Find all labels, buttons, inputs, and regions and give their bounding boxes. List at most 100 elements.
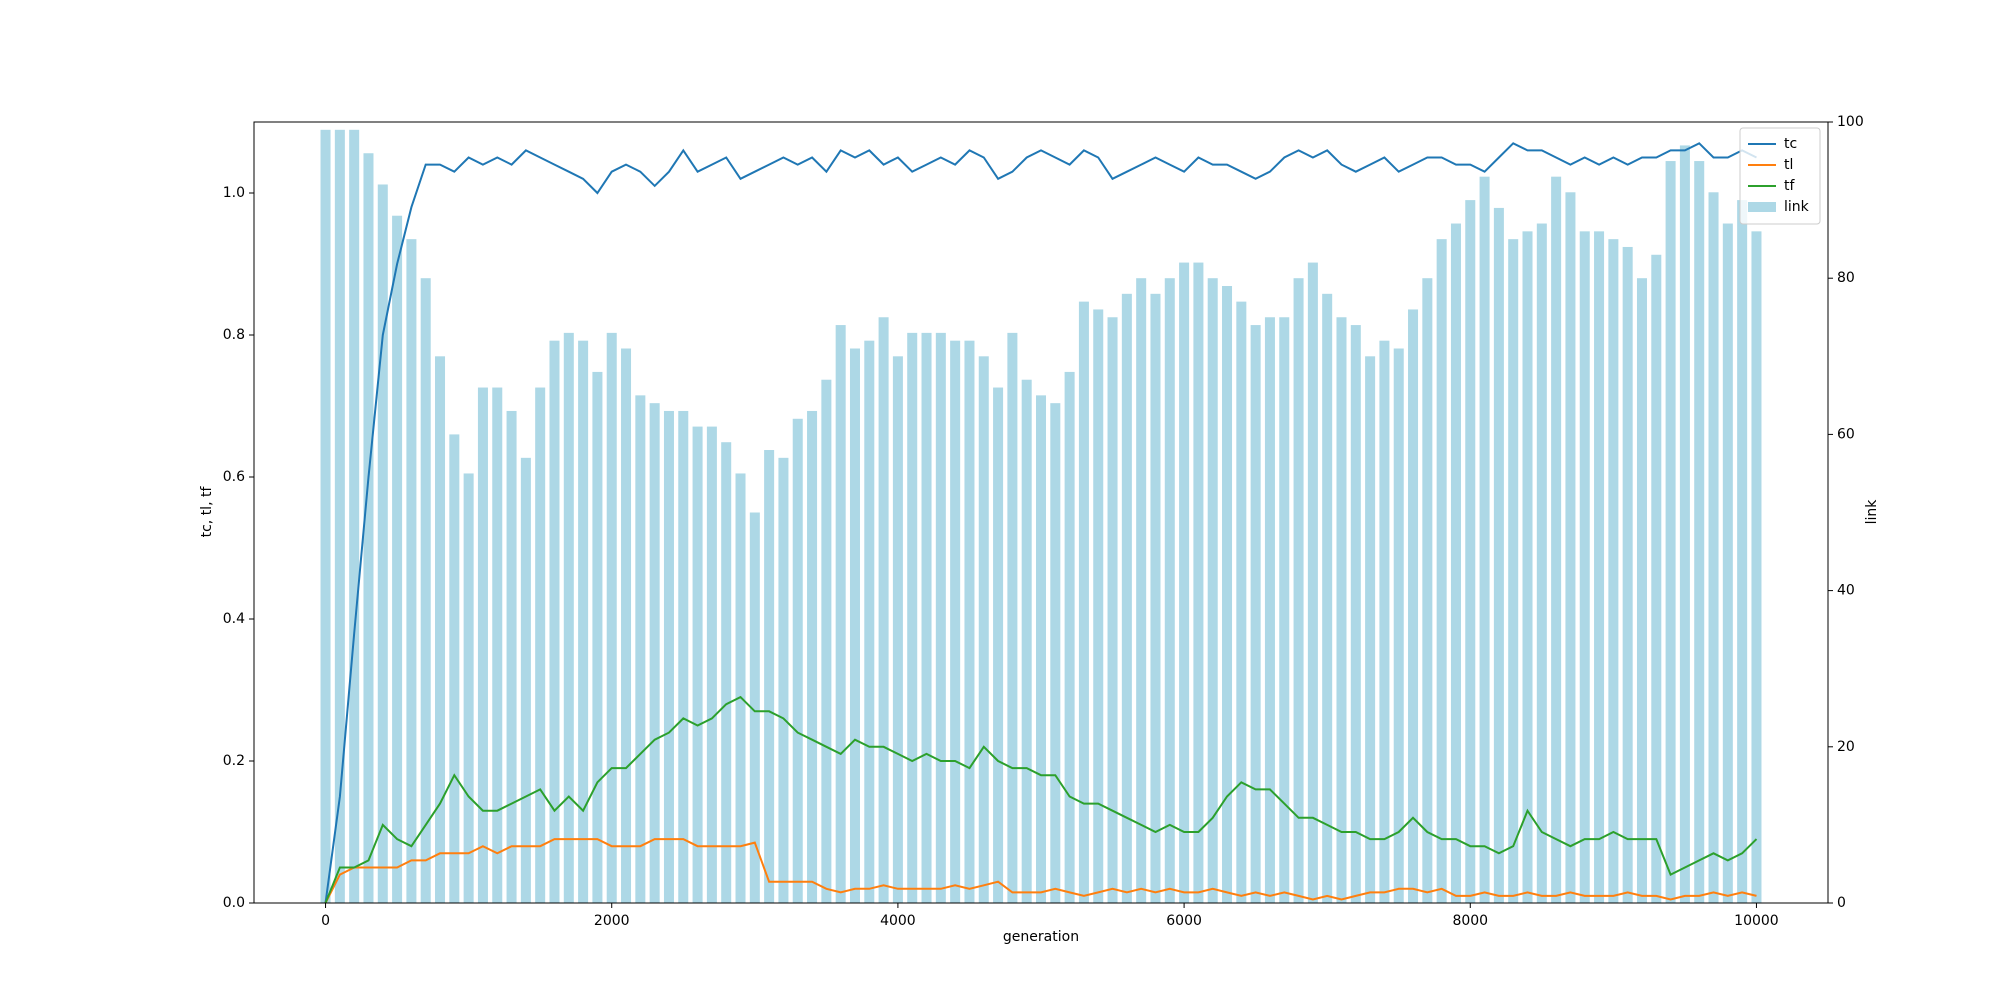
bar bbox=[377, 184, 388, 904]
bar bbox=[1665, 161, 1676, 904]
bar bbox=[1350, 325, 1361, 903]
bar bbox=[1007, 332, 1018, 903]
bar bbox=[563, 332, 574, 903]
bar bbox=[749, 512, 760, 903]
bar bbox=[1594, 231, 1605, 904]
bar bbox=[835, 325, 846, 903]
y-tick-label: 0.8 bbox=[223, 327, 245, 343]
bar bbox=[1737, 200, 1748, 904]
bar bbox=[1608, 239, 1619, 903]
bar bbox=[663, 410, 674, 903]
bar bbox=[964, 340, 975, 903]
bar bbox=[635, 395, 646, 903]
y-tick-label: 0.4 bbox=[223, 611, 245, 627]
x-tick-label: 2000 bbox=[594, 913, 630, 929]
y-tick-label: 0.6 bbox=[223, 469, 245, 485]
bar bbox=[1679, 145, 1690, 903]
bar bbox=[849, 348, 860, 903]
y2-tick-label: 40 bbox=[1837, 583, 1855, 599]
bar bbox=[420, 278, 431, 903]
bar bbox=[1150, 293, 1161, 903]
bar bbox=[649, 403, 660, 903]
bar bbox=[1107, 317, 1118, 903]
bar bbox=[334, 129, 345, 903]
bar bbox=[578, 340, 589, 903]
bar bbox=[1293, 278, 1304, 903]
bar bbox=[1722, 223, 1733, 903]
bar bbox=[735, 473, 746, 903]
bar bbox=[1493, 207, 1504, 903]
bar bbox=[1179, 262, 1190, 904]
plot-frame bbox=[253, 121, 1829, 904]
legend-box bbox=[1739, 127, 1821, 225]
bar bbox=[993, 387, 1004, 903]
bar bbox=[449, 434, 460, 903]
bar bbox=[935, 332, 946, 903]
bar bbox=[1093, 309, 1104, 903]
bar bbox=[978, 356, 989, 903]
bar bbox=[1164, 278, 1175, 903]
y-axis-label: tc, tl, tf bbox=[199, 486, 215, 538]
bar bbox=[864, 340, 875, 903]
bar bbox=[463, 473, 474, 903]
bar bbox=[1050, 403, 1061, 903]
bar bbox=[1622, 246, 1633, 903]
bar bbox=[1465, 200, 1476, 904]
bar bbox=[435, 356, 446, 903]
bar bbox=[1222, 286, 1233, 903]
bar bbox=[1021, 379, 1032, 904]
bar bbox=[349, 129, 360, 903]
bar bbox=[921, 332, 932, 903]
bar bbox=[1336, 317, 1347, 903]
bar bbox=[1035, 395, 1047, 903]
bar bbox=[1236, 301, 1247, 903]
line bbox=[324, 142, 1757, 904]
bar bbox=[678, 410, 689, 903]
bar bbox=[1322, 293, 1333, 903]
bar bbox=[549, 340, 560, 903]
bar bbox=[878, 317, 889, 903]
bar bbox=[592, 371, 603, 903]
bar bbox=[1422, 278, 1433, 903]
y2-tick-label: 0 bbox=[1837, 895, 1846, 911]
bar bbox=[535, 387, 546, 903]
bar bbox=[1508, 239, 1519, 903]
bar bbox=[606, 332, 617, 903]
bar bbox=[792, 418, 803, 903]
bar bbox=[1708, 192, 1719, 904]
bar bbox=[1393, 348, 1404, 903]
bar bbox=[807, 410, 818, 903]
bar bbox=[520, 457, 531, 903]
y-tick-label: 0.2 bbox=[223, 753, 245, 769]
bar bbox=[764, 450, 775, 903]
legend-label: tl bbox=[1784, 157, 1793, 173]
legend-label: tc bbox=[1784, 136, 1797, 152]
y2-tick-label: 100 bbox=[1837, 114, 1864, 130]
bar bbox=[706, 426, 717, 903]
y2-tick-label: 60 bbox=[1837, 426, 1855, 442]
bar bbox=[892, 356, 903, 903]
bar bbox=[950, 340, 961, 903]
bar bbox=[1279, 317, 1290, 903]
bar bbox=[1636, 278, 1647, 903]
x-tick-label: 6000 bbox=[1166, 913, 1202, 929]
bar bbox=[778, 457, 789, 903]
bar bbox=[1694, 161, 1705, 904]
legend-label: link bbox=[1784, 199, 1810, 215]
bar bbox=[1408, 309, 1419, 903]
line bbox=[324, 838, 1757, 904]
bar bbox=[1078, 301, 1089, 903]
bar bbox=[392, 215, 403, 904]
bar bbox=[1579, 231, 1590, 904]
x-tick-label: 10000 bbox=[1734, 913, 1779, 929]
bar bbox=[1193, 262, 1204, 904]
bar bbox=[1436, 239, 1447, 903]
bar bbox=[1479, 176, 1490, 904]
y2-tick-label: 80 bbox=[1837, 270, 1855, 286]
legend-label: tf bbox=[1784, 178, 1795, 194]
bar bbox=[1207, 278, 1218, 903]
bar bbox=[406, 239, 417, 903]
bar bbox=[1751, 231, 1762, 904]
bar bbox=[1307, 262, 1318, 904]
bar bbox=[506, 410, 517, 903]
